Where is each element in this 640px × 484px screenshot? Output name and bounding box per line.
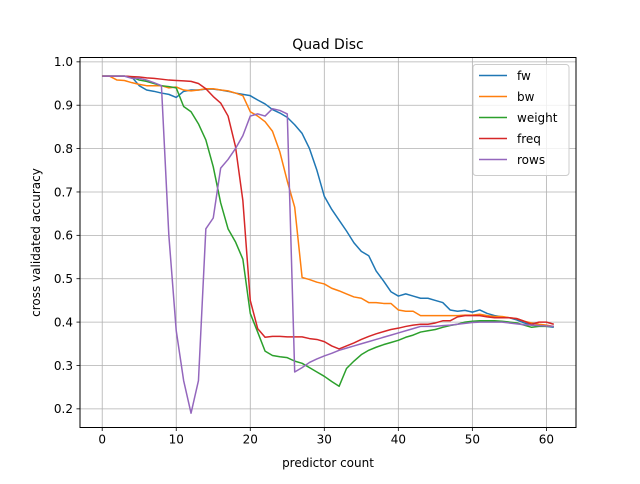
y-tick-label: 0.2 <box>54 402 73 416</box>
series-line-bw <box>102 75 554 328</box>
x-axis-label: predictor count <box>282 456 374 470</box>
x-tick-label: 50 <box>465 433 480 447</box>
y-tick-label: 0.4 <box>54 315 73 329</box>
y-tick-label: 0.5 <box>54 272 73 286</box>
x-tick-label: 60 <box>539 433 554 447</box>
legend-label-fw: fw <box>517 69 531 83</box>
y-tick-label: 0.6 <box>54 229 73 243</box>
y-tick-label: 0.8 <box>54 142 73 156</box>
legend: fw bw weight freq rows <box>472 64 570 176</box>
chart-title: Quad Disc <box>292 37 363 53</box>
y-tick-label: 0.9 <box>54 99 73 113</box>
legend-box <box>472 64 570 176</box>
legend-label-weight: weight <box>517 111 558 125</box>
series-line-freq <box>102 75 555 350</box>
y-tick-label: 1.0 <box>54 55 73 69</box>
y-tick-label: 0.3 <box>54 359 73 373</box>
x-tick-label: 40 <box>391 433 406 447</box>
series-lines <box>102 75 555 414</box>
plot-frame <box>79 57 577 428</box>
series-line-rows <box>102 75 554 414</box>
x-tick-label: 0 <box>98 433 106 447</box>
x-tick-label: 20 <box>243 433 258 447</box>
series-line-fw <box>102 75 554 329</box>
legend-label-rows: rows <box>517 153 545 167</box>
legend-label-bw: bw <box>517 90 535 104</box>
y-tick-label: 0.7 <box>54 185 73 199</box>
series-line-weight <box>102 75 554 388</box>
x-tick-label: 10 <box>169 433 184 447</box>
legend-label-freq: freq <box>517 132 541 146</box>
y-axis-label: cross validated accuracy <box>29 168 43 317</box>
axis-ticks: 0 10 20 30 40 50 60 0.2 0.3 0.4 0.5 0.6 0.7 0.8 0.9 1.0 <box>54 55 554 446</box>
x-tick-label: 30 <box>317 433 332 447</box>
